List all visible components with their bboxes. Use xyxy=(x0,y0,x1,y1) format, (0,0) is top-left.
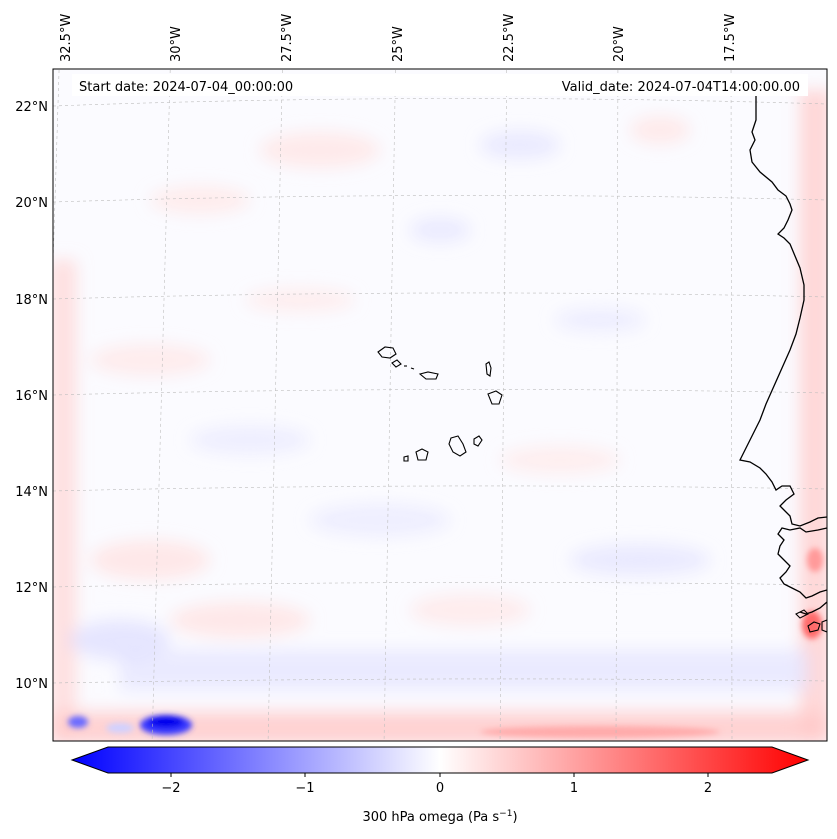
graticule xyxy=(53,69,827,741)
west-africa-coastline xyxy=(739,96,827,615)
colorbar-label: 300 hPa omega (Pa s−1) xyxy=(362,809,517,825)
lat-label-16n: 16°N xyxy=(15,389,48,404)
lon-label-17-5w: 17.5°W xyxy=(723,14,738,62)
parallel-18n xyxy=(53,292,827,300)
cape-verde-islands xyxy=(377,346,503,462)
parallel-20n xyxy=(53,195,827,203)
omega-field xyxy=(53,69,827,741)
island-brava xyxy=(403,455,409,462)
colorbar: −2 −1 0 1 2 300 hPa omega (Pa s−1) xyxy=(70,746,810,825)
lat-label-14n: 14°N xyxy=(15,485,48,500)
island-santo-antao xyxy=(377,346,397,359)
lat-label-12n: 12°N xyxy=(15,581,48,596)
island-boa-vista xyxy=(487,390,503,405)
colorbar-tick-2: 2 xyxy=(704,781,712,796)
colorbar-tick-neg1: −1 xyxy=(295,781,314,796)
lat-label-22n: 22°N xyxy=(15,100,48,115)
island-raso xyxy=(410,367,415,370)
colorbar-tick-neg2: −2 xyxy=(161,781,180,796)
parallel-10n xyxy=(53,678,827,684)
parallel-14n xyxy=(53,485,827,492)
island-sao-nicolau xyxy=(418,371,439,380)
colorbar-label-main: 300 hPa omega (Pa s xyxy=(362,810,499,825)
lon-label-32-5w: 32.5°W xyxy=(59,14,74,62)
map-frame xyxy=(52,68,828,742)
island-maio xyxy=(473,435,483,447)
colorbar-label-superscript: −1 xyxy=(499,809,512,819)
parallel-22n xyxy=(53,98,827,107)
parallel-12n xyxy=(53,582,827,588)
lon-label-22-5w: 22.5°W xyxy=(502,14,517,62)
valid-date-text: Valid_date: 2024-07-04T14:00:00.00 xyxy=(562,80,800,95)
colorbar-tick-1: 1 xyxy=(570,781,578,796)
lon-label-27-5w: 27.5°W xyxy=(280,14,295,62)
colorbar-tick-0: 0 xyxy=(436,781,444,796)
negative-core xyxy=(68,715,192,735)
island-sao-vicente xyxy=(391,359,402,368)
colorbar-ticks xyxy=(170,773,709,777)
island-sal xyxy=(485,361,492,377)
colorbar-bar xyxy=(70,746,810,774)
start-date-text: Start date: 2024-07-04_00:00:00 xyxy=(79,80,293,95)
island-santiago xyxy=(448,435,467,457)
lon-label-25w: 25°W xyxy=(391,26,406,62)
latitude-labels: 22°N 20°N 18°N 16°N 14°N 12°N 10°N xyxy=(15,100,48,692)
parallel-16n xyxy=(53,389,827,396)
lon-label-20w: 20°W xyxy=(612,26,627,62)
island-fogo xyxy=(415,448,429,461)
coastal-islands xyxy=(795,609,827,633)
field-blobs xyxy=(53,90,827,741)
lon-label-30w: 30°W xyxy=(169,26,184,62)
longitude-labels: 32.5°W 30°W 27.5°W 25°W 22.5°W 20°W 17.5… xyxy=(59,14,738,62)
header-band xyxy=(72,74,808,96)
lat-label-18n: 18°N xyxy=(15,293,48,308)
colorbar-label-end: ) xyxy=(512,810,517,825)
lat-label-10n: 10°N xyxy=(15,677,48,692)
positive-spots xyxy=(480,548,823,738)
lat-label-20n: 20°N xyxy=(15,196,48,211)
